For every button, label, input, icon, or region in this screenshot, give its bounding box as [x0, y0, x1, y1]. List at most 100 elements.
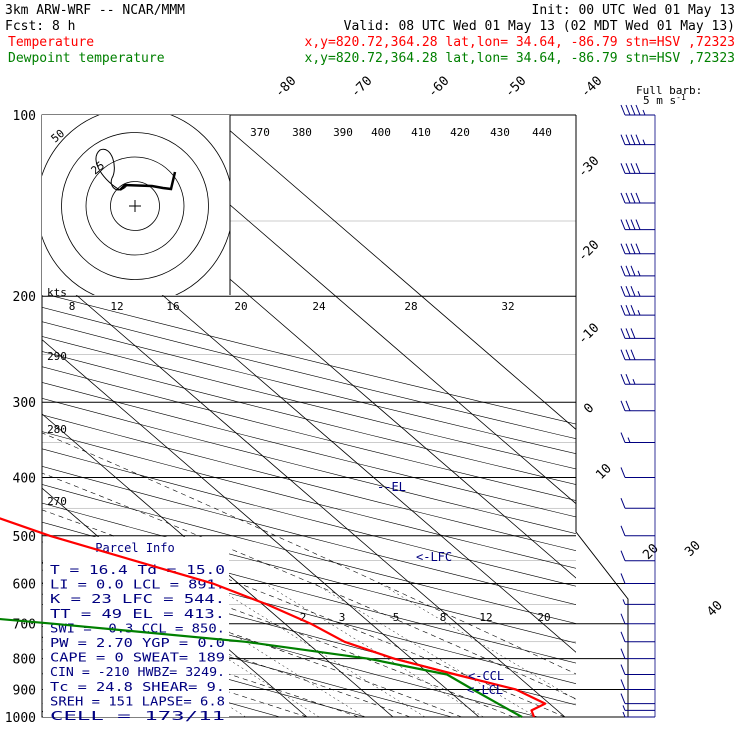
- mixing-ratio-bottom-12: 12: [479, 611, 492, 624]
- parcel-row: SREH = 151 LAPSE= 6.8: [50, 694, 225, 708]
- isotherm-label--70: -70: [348, 74, 375, 101]
- wind-barbs: [620, 104, 656, 718]
- mixing-ratio-12: [314, 583, 537, 717]
- parcel-row: CIN = -210 HWBZ= 3249.: [50, 665, 225, 679]
- wind-barb-flag: [620, 631, 626, 642]
- wind-barb-half: [642, 139, 646, 145]
- wind-barb: [620, 104, 655, 116]
- wind-barb-flag: [625, 219, 631, 230]
- moist-adiabat-14: [42, 541, 514, 717]
- parcel-title: Parcel Info: [95, 541, 174, 555]
- mixing-ratio-bottom-2: 2: [300, 611, 307, 624]
- theta-label-400: 400: [371, 126, 391, 139]
- theta-label-420: 420: [450, 126, 470, 139]
- wind-barb-half: [642, 109, 646, 116]
- wind-barb-flag: [625, 192, 631, 204]
- wind-barb-flag: [630, 304, 636, 316]
- mixing-ratio-8: [264, 583, 484, 717]
- wind-barb-flag: [620, 219, 626, 230]
- model-title: 3km ARW-WRF -- NCAR/MMM: [5, 3, 185, 18]
- wind-barb: [620, 648, 655, 660]
- mixing-ratio-top-12: 12: [110, 300, 123, 313]
- hodograph-clip-group: [42, 115, 230, 295]
- wind-barb-flag: [630, 104, 636, 116]
- wind-barb-flag: [620, 265, 626, 277]
- dewpoint-station-info: x,y=820.72,364.28 lat,lon= 34.64, -86.79…: [305, 51, 735, 66]
- wind-barb: [620, 432, 655, 444]
- wind-barb-flag: [630, 192, 636, 204]
- wind-barb: [620, 243, 655, 255]
- hodograph-ring-75: [61, 132, 209, 280]
- wind-barb-half: [637, 270, 641, 277]
- wind-barb: [620, 550, 655, 562]
- wind-barb-flag: [635, 219, 641, 230]
- isotherm-label-40: 40: [704, 598, 726, 620]
- temperature-legend: Temperature: [8, 35, 94, 50]
- isotherm-label-10: 10: [593, 461, 615, 483]
- wind-barb: [620, 693, 655, 705]
- dry-adiabat-370: [42, 431, 576, 569]
- wind-barb: [620, 328, 655, 339]
- wind-barb: [620, 467, 655, 478]
- mixing-ratio-bottom-5: 5: [393, 611, 400, 624]
- wind-barb-flag: [635, 163, 641, 174]
- pressure-tick-900: 900: [13, 683, 36, 698]
- wind-barb-flag: [635, 192, 641, 204]
- theta-label-380: 380: [292, 126, 312, 139]
- theta-left-label-270: 270: [47, 495, 67, 508]
- moist-adiabat--4: [42, 614, 359, 717]
- wind-barb-flag: [625, 265, 631, 277]
- wind-barb: [620, 219, 655, 231]
- wind-barb-flag: [620, 349, 626, 360]
- wind-barb-half: [632, 379, 636, 385]
- forecast-hour: Fcst: 8 h: [5, 19, 75, 34]
- isotherm-label--50: -50: [502, 74, 529, 101]
- isotherm-label--60: -60: [425, 74, 452, 101]
- wind-barb-flag: [620, 304, 626, 316]
- wind-barb: [620, 573, 655, 584]
- parcel-row: TT = 49 EL = 413.: [50, 607, 225, 621]
- wind-barb-flag: [620, 467, 626, 478]
- wind-barb-flag: [620, 679, 626, 690]
- wind-barb: [620, 134, 655, 146]
- parcel-row: Tc = 24.8 SHEAR= 9.: [50, 680, 225, 694]
- wind-barb-half: [622, 711, 626, 718]
- wind-barb-flag: [630, 328, 636, 339]
- wind-barb-flag: [620, 104, 626, 116]
- hodograph-ring-50: [85, 156, 185, 256]
- wind-barb-flag: [625, 304, 631, 316]
- wind-barb-flag: [620, 432, 626, 443]
- mixing-ratio-5: [209, 583, 426, 717]
- theta-label-410: 410: [411, 126, 431, 139]
- wind-barb-flag: [620, 498, 626, 509]
- wind-barb: [620, 525, 655, 537]
- isotherm-label--10: -10: [575, 321, 602, 348]
- dry-adiabat-340: [42, 484, 576, 624]
- moist-adiabat-26: [42, 472, 576, 700]
- wind-barb: [620, 192, 655, 204]
- isotherm-0: [42, 413, 394, 717]
- wind-barb-flag: [620, 192, 626, 204]
- pressure-tick-1000: 1000: [5, 711, 36, 726]
- dry-adiabat-420: [42, 351, 576, 485]
- valid-time: Valid: 08 UTC Wed 01 May 13 (02 MDT Wed …: [344, 19, 735, 34]
- parcel-row: SWI = -0.3 CCL = 850.: [50, 621, 225, 635]
- hodograph-trace-low: [95, 148, 129, 191]
- wind-barb-half: [627, 437, 631, 443]
- mixing-ratio-top-8: 8: [69, 300, 76, 313]
- isotherm-60: [211, 115, 576, 430]
- mixing-ratio-top-28: 28: [404, 300, 417, 313]
- wind-barb-flag: [625, 243, 631, 254]
- hodograph-kts-label: kts: [47, 286, 67, 299]
- wind-barb: [622, 599, 655, 605]
- mixing-ratio-top-24: 24: [312, 300, 326, 313]
- temperature-line: [0, 517, 547, 718]
- hodograph-trace-main: [119, 171, 177, 191]
- wind-barb-flag: [620, 374, 626, 385]
- parcel-row: LI = 0.0 LCL = 891.: [50, 578, 225, 592]
- init-time: Init: 00 UTC Wed 01 May 13: [532, 3, 736, 18]
- pressure-tick-200: 200: [13, 290, 36, 305]
- lcl-marker: <-LCL: [467, 683, 503, 697]
- wind-barb-flag: [620, 664, 626, 675]
